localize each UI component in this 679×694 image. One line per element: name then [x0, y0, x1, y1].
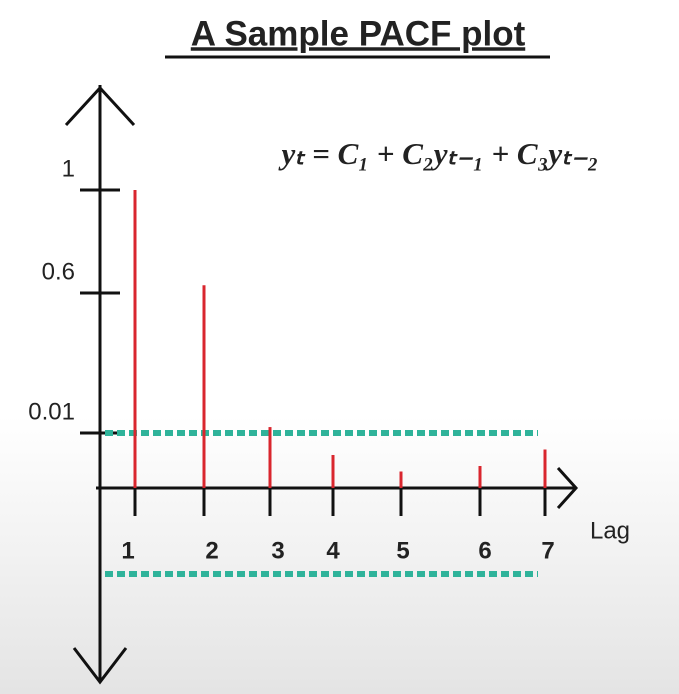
- equation: yₜ = C₁ + C₂yₜ₋₁ + C₃yₜ₋₂: [278, 136, 599, 171]
- x-axis-label: Lag: [590, 517, 630, 544]
- x-arrow: [556, 466, 579, 510]
- y-tick-label: 1: [62, 155, 75, 182]
- x-tick-label: 1: [121, 537, 134, 564]
- x-tick-label: 6: [478, 537, 491, 564]
- chart-title: A Sample PACF plot: [191, 14, 526, 53]
- y-tick-label: 0.01: [28, 398, 75, 425]
- x-tick-label: 2: [205, 537, 218, 564]
- y-tick-label: 0.6: [42, 258, 75, 285]
- x-tick-label: 3: [271, 537, 284, 564]
- x-tick-label: 7: [541, 537, 554, 564]
- y-arrow-up: [64, 85, 136, 127]
- x-tick-label: 4: [326, 537, 340, 564]
- x-tick-label: 5: [396, 537, 409, 564]
- y-arrow-down: [72, 647, 128, 685]
